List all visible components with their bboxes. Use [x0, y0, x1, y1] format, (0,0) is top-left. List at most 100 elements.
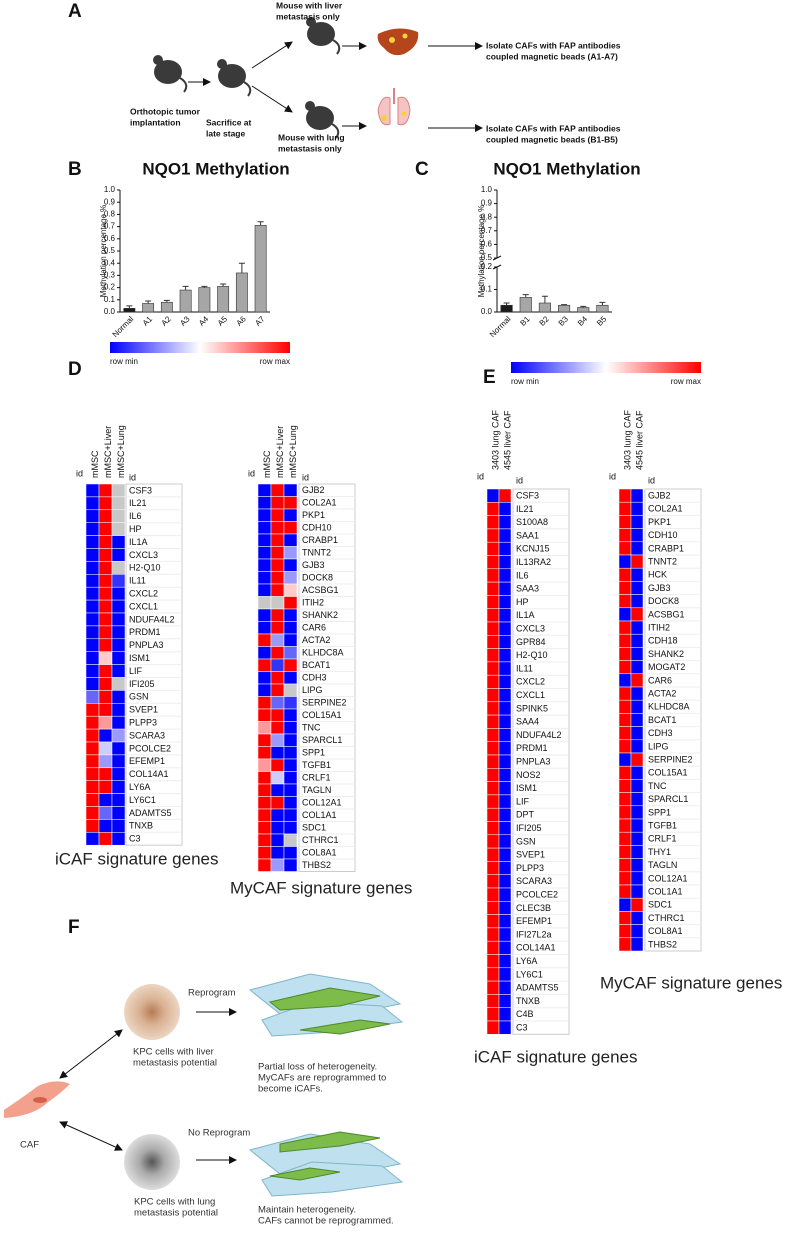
- heatmap-cell: [486, 688, 500, 703]
- gene-label: SCARA3: [516, 876, 552, 886]
- column-header: mMSC+Liver: [103, 426, 113, 478]
- heatmap-cell: [618, 858, 632, 873]
- heatmap-cell: [630, 779, 644, 793]
- step-text: coupled magnetic beads (B1-B5): [486, 134, 618, 144]
- heatmap-cell: [618, 818, 632, 833]
- step-text: Mouse with lung: [278, 132, 345, 142]
- heatmap-cell: [270, 646, 285, 660]
- panel-label: E: [483, 367, 496, 388]
- gene-label: COL12A1: [648, 873, 688, 883]
- heatmap-cell: [85, 612, 100, 627]
- heatmap-cell: [618, 607, 632, 622]
- heatmap-cell: [498, 661, 512, 676]
- heatmap-cell: [283, 808, 298, 822]
- gene-label: HCK: [648, 570, 667, 580]
- heatmap-cell: [85, 483, 100, 498]
- heatmap-cell: [111, 793, 126, 807]
- heatmap-cell: [111, 496, 126, 511]
- y-axis-label: Methylation percentage %: [99, 205, 108, 298]
- gene-label: COL12A1: [302, 798, 342, 808]
- gene-label: ADAMTS5: [516, 983, 559, 993]
- gene-label: TNXB: [516, 996, 540, 1006]
- x-tick-label: Normal: [111, 314, 136, 339]
- x-tick-label: A1: [141, 314, 155, 328]
- error-bar: [182, 285, 189, 291]
- heatmap-cell: [498, 608, 512, 623]
- y-tick-label: 0.1: [104, 295, 116, 304]
- heatmap-cell: [486, 887, 500, 902]
- gene-label: IFI205: [129, 679, 155, 689]
- heatmap-cell: [630, 488, 644, 503]
- heatmap-cell: [270, 596, 285, 610]
- heatmap-cell: [618, 528, 632, 543]
- heatmap-cell: [257, 533, 272, 547]
- x-tick-label: A6: [234, 314, 248, 328]
- id-header: id: [302, 472, 309, 482]
- heatmap-cell: [283, 571, 298, 585]
- gene-label: GJB3: [648, 583, 671, 593]
- heatmap-cell: [85, 728, 100, 743]
- heatmap-cell: [498, 821, 512, 836]
- gene-label: THY1: [648, 847, 671, 857]
- heatmap-cell: [85, 767, 100, 781]
- heatmap-cell: [486, 741, 500, 756]
- heatmap-cell: [85, 625, 100, 640]
- heatmap-cell: [630, 765, 644, 780]
- heatmap-cell: [618, 647, 632, 661]
- heatmap-cell: [618, 871, 632, 886]
- heatmap-cell: [630, 660, 644, 675]
- heatmap-cell: [498, 967, 512, 982]
- gene-label: GPR84: [516, 637, 546, 647]
- gene-label: PNPLA3: [129, 640, 164, 650]
- heatmap-cell: [270, 683, 285, 697]
- bar: [577, 307, 590, 313]
- heatmap-cell: [283, 583, 298, 597]
- bar: [538, 302, 551, 313]
- gene-label: CAR6: [302, 623, 326, 633]
- chart-title: NQO1 Methylation: [493, 159, 640, 178]
- heatmap-cell: [630, 647, 644, 661]
- heatmap-cell: [257, 821, 272, 835]
- heatmap-cell: [618, 937, 632, 952]
- arrow-label: No Reprogram: [188, 1128, 250, 1139]
- gene-label: ACTA2: [648, 688, 676, 698]
- heatmap-cell: [257, 696, 272, 710]
- gene-label: ADAMTS5: [129, 808, 172, 818]
- heatmap-cell: [111, 664, 126, 678]
- heatmap-cell: [283, 546, 298, 560]
- error-bar: [145, 300, 152, 304]
- heatmap-cell: [98, 483, 113, 498]
- heatmap-cell: [257, 771, 272, 785]
- error-bar: [580, 305, 587, 308]
- heatmap-cell: [98, 754, 113, 769]
- heatmap-cell: [283, 758, 298, 772]
- heatmap-cell: [618, 660, 632, 675]
- heatmap-cell: [111, 728, 126, 743]
- gene-label: COL2A1: [648, 504, 683, 514]
- heatmap-cell: [486, 701, 500, 716]
- heatmap-cell: [98, 625, 113, 640]
- heatmap-cell: [270, 558, 285, 572]
- gene-label: GJB2: [302, 485, 325, 495]
- heatmap-cell: [270, 858, 285, 872]
- step-text: metastasis only: [278, 143, 342, 153]
- heatmap-cell: [270, 796, 285, 810]
- heatmap-cell: [98, 767, 113, 781]
- gene-label: CXCL3: [129, 550, 158, 560]
- error-bar: [503, 302, 510, 306]
- gene-label: LY6A: [516, 956, 537, 966]
- heatmap-cell: [498, 595, 512, 609]
- heatmap-cell: [630, 726, 644, 741]
- heatmap-cell: [486, 768, 500, 782]
- heatmap-cell: [85, 690, 100, 704]
- heatmap-cell: [85, 664, 100, 678]
- heatmap-cell: [498, 847, 512, 862]
- heatmap-cell: [486, 502, 500, 516]
- outcome-text: CAFs cannot be reprogrammed.: [258, 1216, 394, 1227]
- column-header: 4545 liver CAF: [634, 410, 644, 470]
- heatmap-cell: [486, 1007, 500, 1022]
- colorbar-label: row max: [671, 377, 701, 386]
- heatmap-cell: [498, 874, 512, 889]
- heatmap-cell: [283, 558, 298, 572]
- panel-label: D: [68, 359, 82, 380]
